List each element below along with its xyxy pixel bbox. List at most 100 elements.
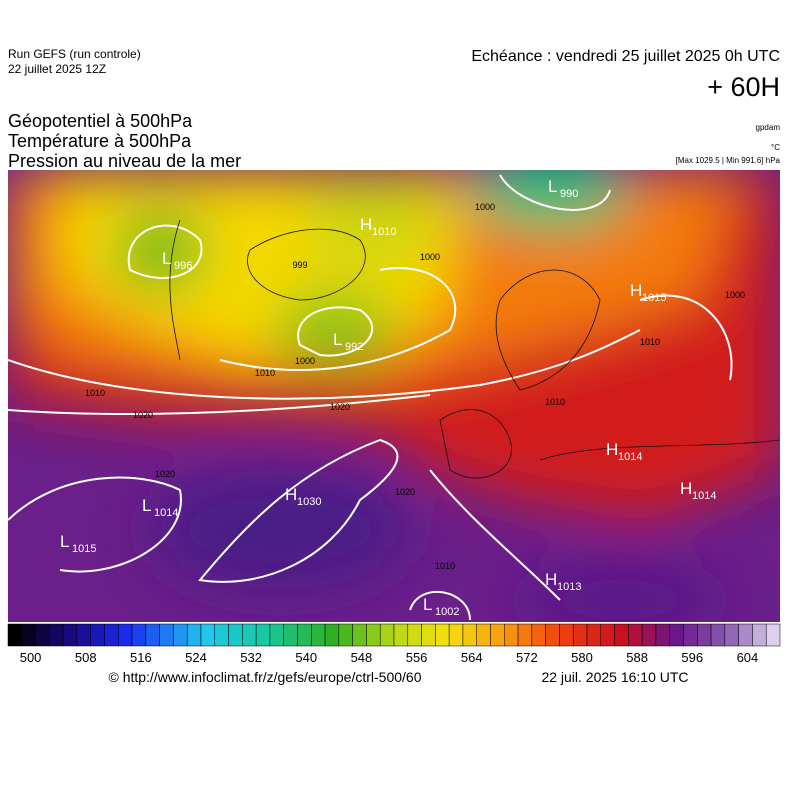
isobar-label: 1010 (545, 397, 565, 407)
colorbar-swatch (710, 623, 726, 647)
colorbar-swatch (586, 623, 602, 647)
colorbar-swatch (131, 623, 147, 647)
colorbar-swatch (435, 623, 450, 647)
isobar-label: 1020 (330, 402, 350, 412)
colorbar-label: 580 (571, 650, 593, 665)
coastlines (169, 219, 780, 479)
colorbar-swatch (21, 623, 36, 647)
colorbar-swatch (283, 623, 298, 647)
colorbar-label: 516 (130, 650, 152, 665)
colorbar-swatch (338, 623, 353, 647)
isobar-label: 1020 (133, 410, 153, 420)
colorbar-swatch (697, 623, 712, 647)
colorbar-label: 524 (185, 650, 207, 665)
colorbar-swatch (214, 623, 229, 647)
colorbar-swatch (421, 623, 436, 647)
center-pressure: 1014 (618, 451, 642, 463)
run: Run GEFS (run controle) (8, 47, 141, 61)
colorbar-label: 556 (406, 650, 428, 665)
center-letter: L (548, 177, 557, 196)
colorbar-swatch (462, 623, 477, 647)
colorbar-swatch (104, 623, 119, 647)
center-letter: H (680, 479, 692, 498)
colorbar-swatch (7, 623, 23, 647)
center-pressure: 1015 (72, 543, 96, 555)
colorbar-swatch (504, 623, 519, 647)
legend-line: Pression au niveau de la mer (8, 151, 241, 171)
colorbar-swatch (173, 623, 188, 647)
colorbar-swatch (683, 623, 698, 647)
colorbar-swatch (448, 623, 464, 647)
extremes: [Max 1029.5 | Min 991.6] hPa (676, 156, 781, 165)
legend-line: Géopotentiel à 500hPa (8, 111, 193, 131)
colorbar-swatch (118, 623, 133, 647)
colorbar-swatch (407, 623, 422, 647)
colorbar-label: 500 (20, 650, 42, 665)
center-letter: L (162, 249, 171, 268)
isobar-label: 1010 (255, 368, 275, 378)
center-letter: L (60, 532, 69, 551)
unit: °C (771, 143, 780, 152)
colorbar-swatch (228, 623, 243, 647)
center-letter: H (606, 440, 618, 459)
colorbar-swatch (297, 623, 312, 647)
center-pressure: 1014 (692, 490, 716, 502)
isobar-label: 1000 (725, 290, 745, 300)
center-letter: L (142, 496, 151, 515)
colorbar-swatch (159, 623, 174, 647)
colorbar-swatch (352, 623, 367, 647)
isobar-label: 1000 (420, 252, 440, 262)
center-pressure: 992 (345, 341, 363, 353)
colorbar-swatch (600, 623, 615, 647)
colorbar-swatch (90, 623, 105, 647)
valid-time: Echéance : vendredi 25 juillet 2025 0h U… (471, 48, 780, 65)
isobar-label: 1010 (85, 388, 105, 398)
isobars (8, 174, 733, 621)
colorbar-swatch (62, 623, 78, 647)
isobar-label: 1000 (295, 356, 315, 366)
isobar-label: 1010 (435, 561, 455, 571)
colorbar-label: 540 (295, 650, 317, 665)
colorbar-swatch (311, 623, 326, 647)
center-letter: H (630, 281, 642, 300)
colorbar-swatch (379, 623, 395, 647)
center-pressure: 1010 (372, 226, 396, 238)
colorbar-swatch (724, 623, 739, 647)
colorbar-swatch (655, 623, 670, 647)
colorbar-label: 532 (240, 650, 262, 665)
center-pressure: 1002 (435, 606, 459, 618)
colorbar-swatch (242, 623, 257, 647)
isobar-label: 1020 (155, 469, 175, 479)
colorbar-swatch (765, 623, 781, 647)
colorbar-swatch (545, 623, 560, 647)
colorbar-swatch (324, 623, 340, 647)
colorbar-label: 508 (75, 650, 97, 665)
colorbar-swatch (641, 623, 657, 647)
isobar-label: 999 (292, 260, 307, 270)
colorbar-swatch (269, 623, 284, 647)
center-pressure: 1030 (297, 496, 321, 508)
center-pressure: 1015 (642, 292, 666, 304)
lead-time: + 60H (707, 72, 780, 102)
colorbar-swatch (752, 623, 767, 647)
colorbar-swatch (476, 623, 491, 647)
colorbar-swatch (35, 623, 50, 647)
colorbar-swatch (531, 623, 546, 647)
colorbar-swatch (669, 623, 684, 647)
colorbar-swatch (145, 623, 160, 647)
colorbar-swatch (614, 623, 629, 647)
colorbar-swatch (255, 623, 271, 647)
unit: gpdam (756, 123, 781, 132)
center-pressure: 996 (174, 260, 192, 272)
center-letter: L (423, 595, 432, 614)
center-pressure: 1014 (154, 507, 178, 519)
run-date: 22 juillet 2025 12Z (8, 62, 106, 76)
colorbar-swatch (393, 623, 409, 647)
center-pressure: 990 (560, 188, 578, 200)
colorbar-swatch (76, 623, 91, 647)
isobar-label: 1010 (640, 337, 660, 347)
colorbar-swatch (738, 623, 753, 647)
colorbar-swatch (490, 623, 505, 647)
